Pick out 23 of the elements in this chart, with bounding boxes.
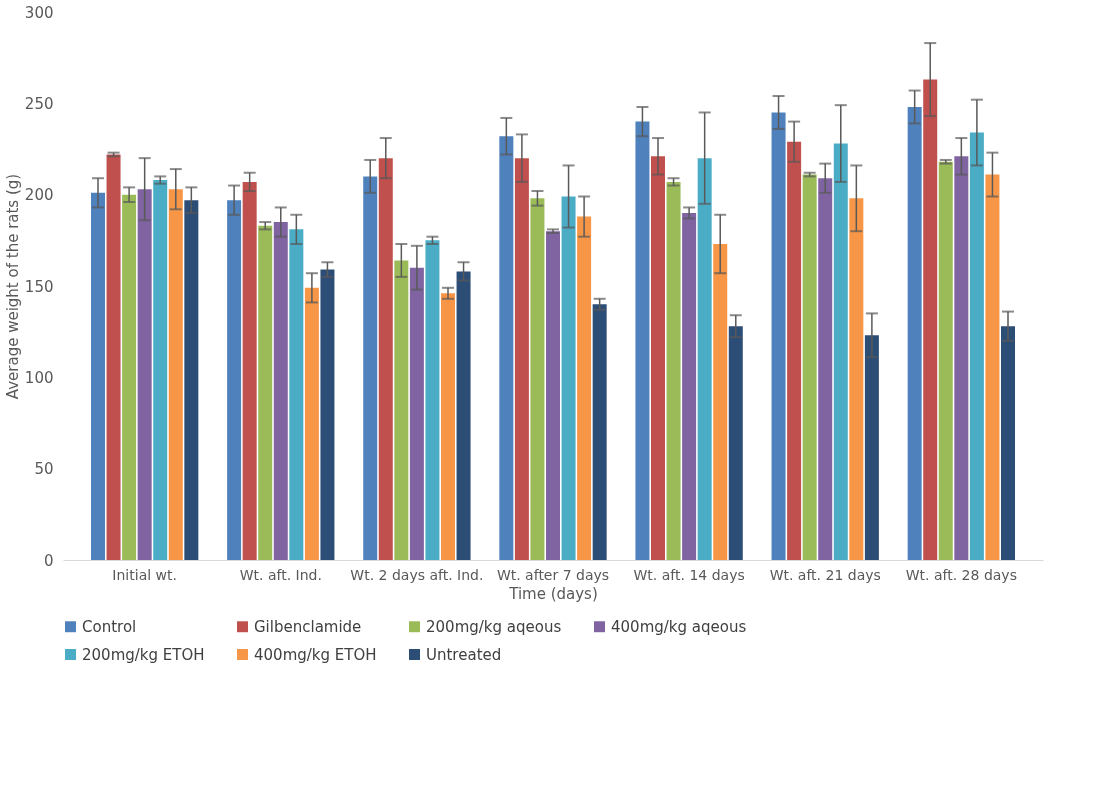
y-tick-label: 250 bbox=[24, 94, 54, 113]
legend-label: Gilbenclamide bbox=[254, 617, 362, 636]
x-tick-label: Initial wt. bbox=[112, 566, 177, 583]
y-tick-label: 150 bbox=[24, 277, 54, 296]
legend-label: 400mg/kg aqeous bbox=[611, 617, 747, 636]
x-tick-label: Wt. aft. Ind. bbox=[239, 566, 322, 583]
legend-label: 200mg/kg aqeous bbox=[426, 617, 562, 636]
x-tick-label: Wt. after 7 days bbox=[496, 566, 610, 583]
y-tick-label: 50 bbox=[34, 460, 54, 479]
y-axis-title: Average weight of the rats (g) bbox=[3, 173, 22, 400]
y-tick-label: 0 bbox=[43, 551, 54, 570]
y-tick-label: 100 bbox=[24, 368, 54, 387]
x-tick-label: Wt. aft. 28 days bbox=[905, 566, 1017, 583]
y-tick-label: 200 bbox=[24, 186, 54, 205]
legend-label: 200mg/kg ETOH bbox=[82, 645, 205, 664]
legend-label: 400mg/kg ETOH bbox=[254, 645, 377, 664]
x-tick-label: Wt. 2 days aft. Ind. bbox=[350, 566, 484, 583]
x-tick-label: Wt. aft. 14 days bbox=[633, 566, 745, 583]
x-tick-label: Wt. aft. 21 days bbox=[769, 566, 881, 583]
y-tick-label: 300 bbox=[24, 3, 54, 22]
legend-label: Untreated bbox=[426, 645, 502, 664]
x-axis-title: Time (days) bbox=[508, 584, 598, 603]
legend-label: Control bbox=[82, 617, 137, 636]
